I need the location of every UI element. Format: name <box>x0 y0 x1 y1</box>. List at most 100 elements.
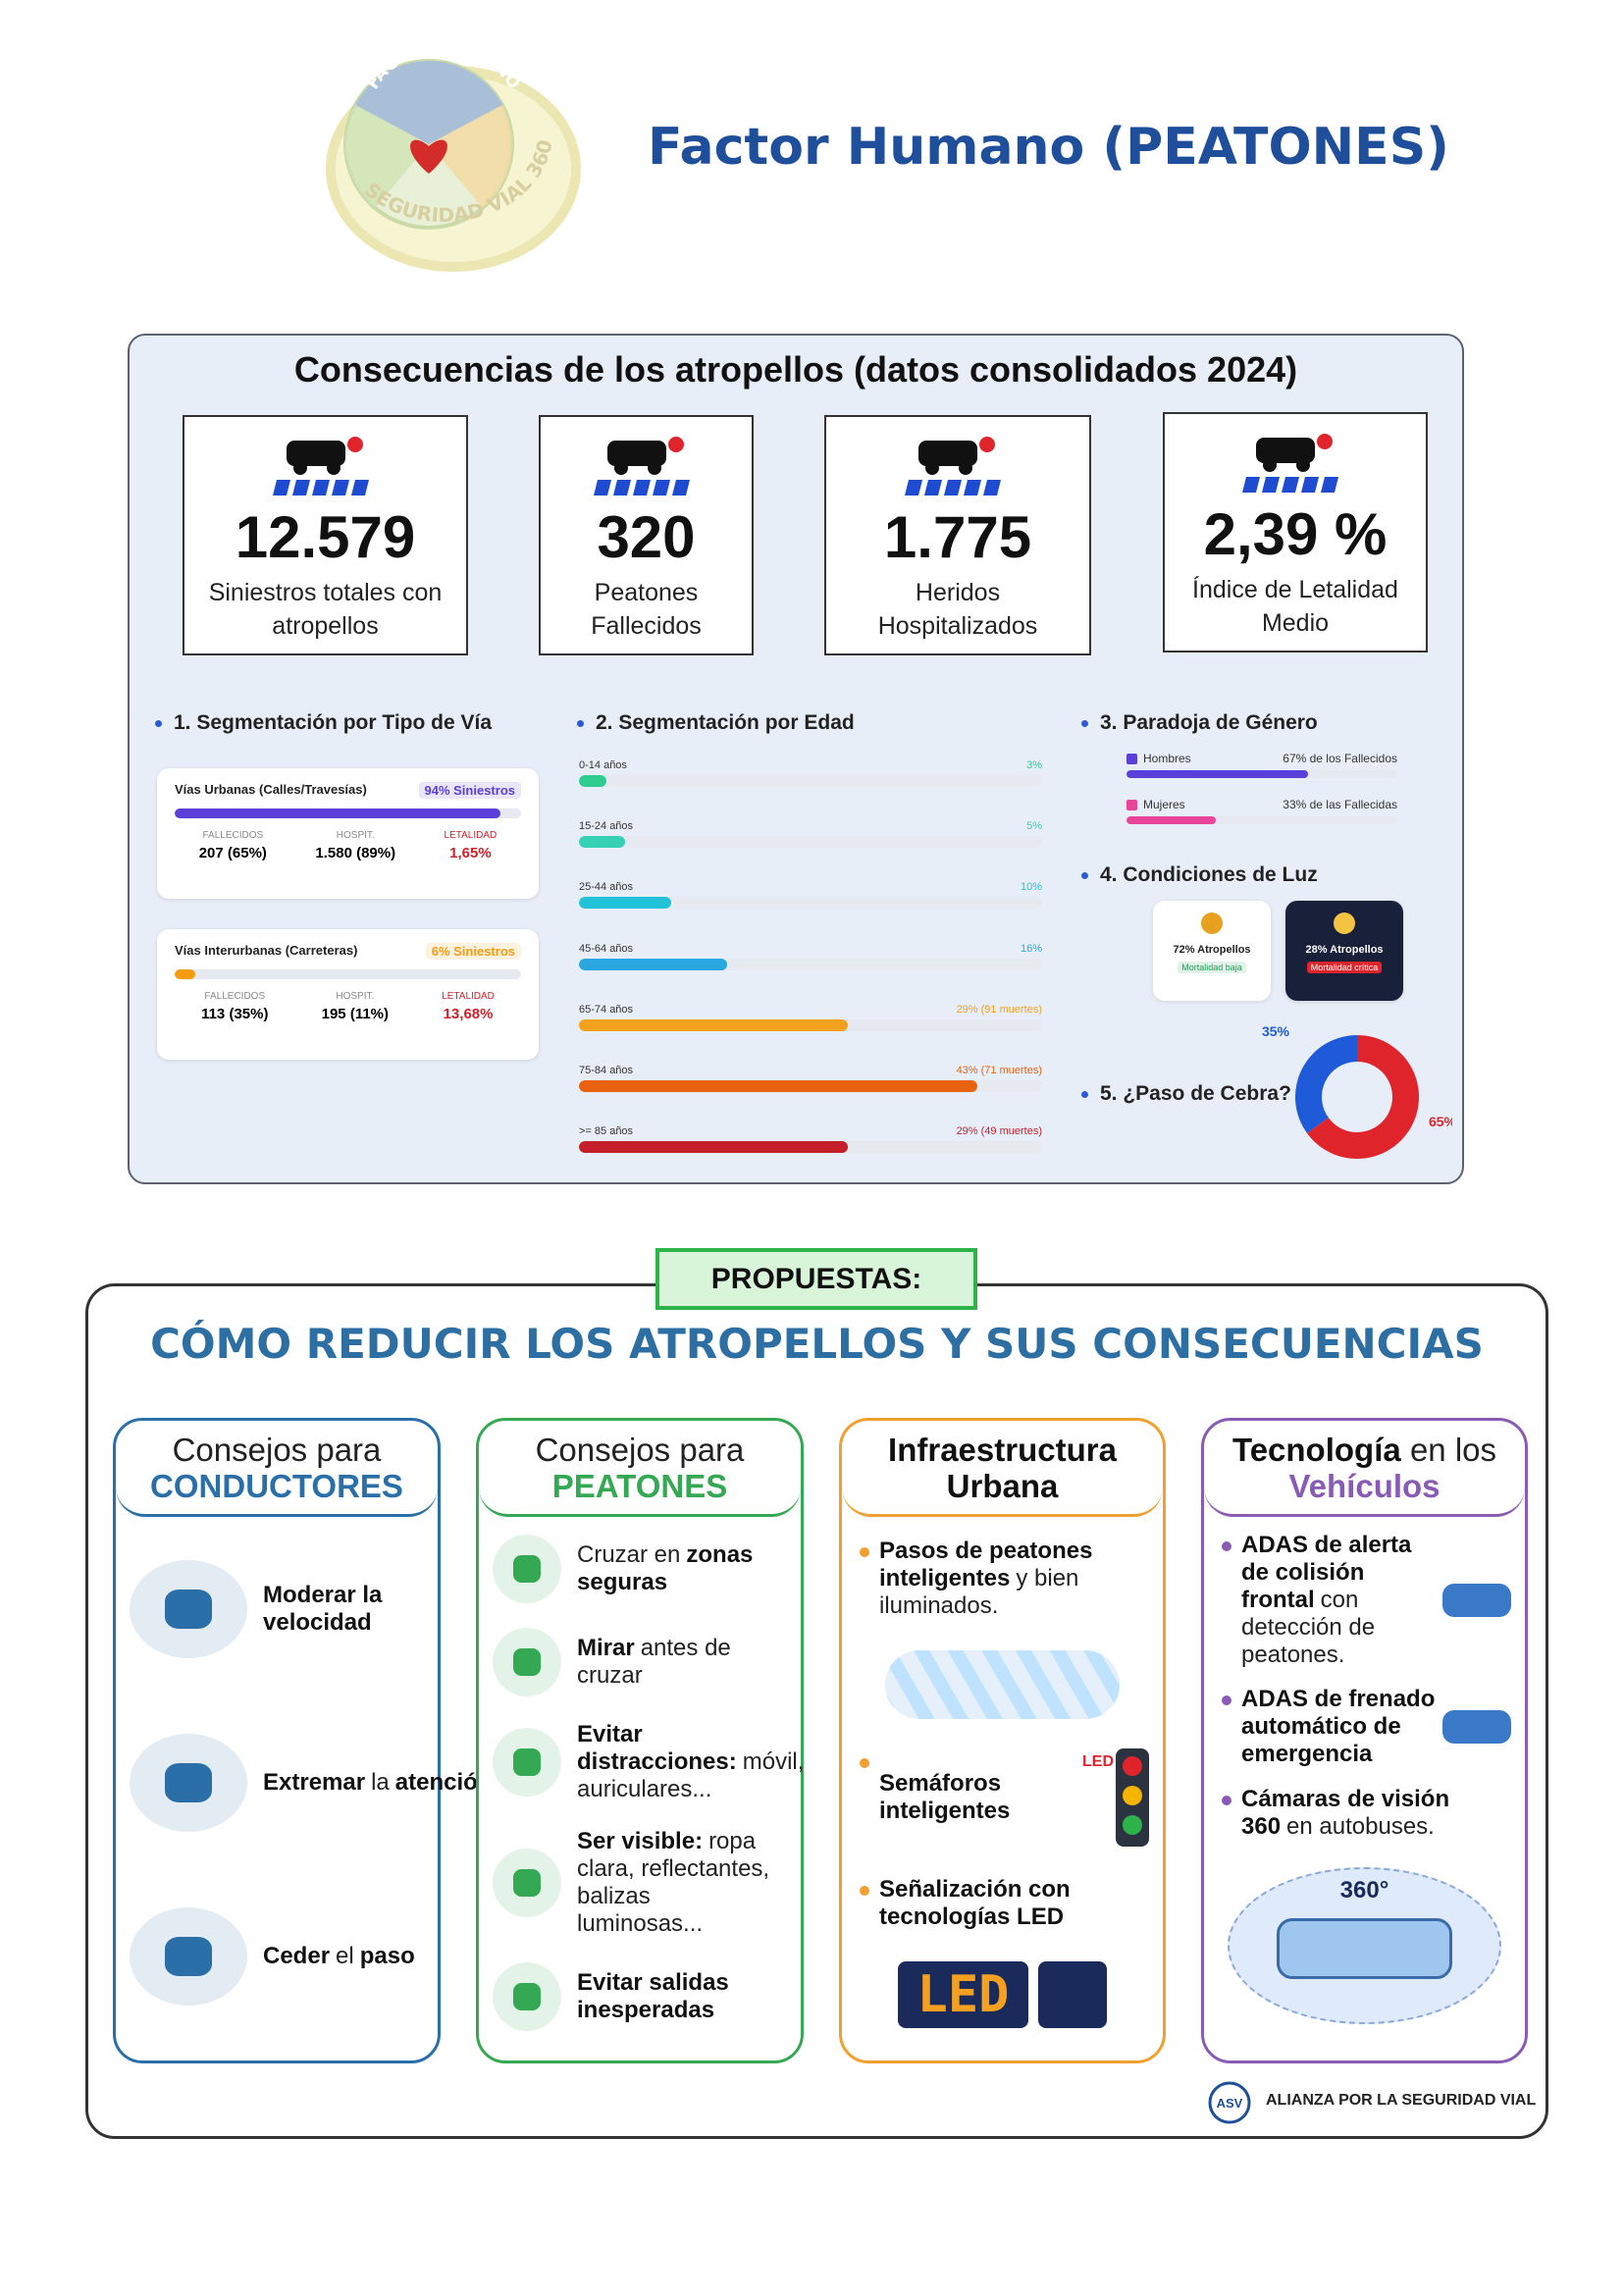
age-row: 45-64 años 16% <box>579 943 1042 970</box>
gender-value-label: 67% de los Fallecidos <box>1283 752 1397 765</box>
age-label: 15-24 años <box>579 820 634 833</box>
light-label: 72% Atropellos <box>1173 944 1251 956</box>
item-text-part: atención <box>394 1768 493 1796</box>
section-title: 1. Segmentación por Tipo de Vía <box>155 711 492 735</box>
age-bar <box>579 897 672 910</box>
proposal-item: ADAS de alerta de colisión frontal con de… <box>1218 1532 1511 1669</box>
proposal-item: Pasos de peatones inteligentes y bien ilu… <box>856 1538 1149 1620</box>
age-row: 25-44 años 10% <box>579 881 1042 910</box>
icon-stripe <box>593 480 611 496</box>
age-row: 65-74 años 29% (91 muertes) <box>579 1004 1042 1031</box>
icon-wheel <box>1296 458 1310 472</box>
metric-label: FALLECIDOS <box>202 830 264 841</box>
item-text-part: paso <box>359 1942 415 1969</box>
icon-wheel <box>959 461 972 475</box>
metric-label: HOSPIT. <box>336 830 375 841</box>
age-value-label: 29% (91 muertes) <box>956 1003 1042 1016</box>
gender-track <box>1126 816 1397 824</box>
item-text: Mirar antes de cruzar <box>577 1635 787 1690</box>
heading-part: Consejos para <box>172 1431 382 1468</box>
road-track <box>175 808 521 818</box>
gender-icon <box>1126 754 1137 765</box>
road-name: Vías Interurbanas (Carreteras) <box>175 943 358 958</box>
age-value-label: 5% <box>1026 820 1042 833</box>
item-text-part: zonas seguras <box>577 1541 754 1596</box>
lamp <box>1123 1785 1142 1805</box>
age-bar <box>579 836 626 849</box>
footer-text: ALIANZA POR LA SEGURIDAD VIAL <box>1266 2092 1537 2109</box>
item-text: Ceder el paso <box>263 1943 424 1970</box>
road-share: 94% Siniestros <box>418 782 521 799</box>
item-bullet <box>860 1757 869 1768</box>
item-text: Extremar la atención <box>263 1769 498 1797</box>
age-row-header: 65-74 años 29% (91 muertes) <box>579 1004 1042 1016</box>
item-text-part: Cruzar en <box>577 1541 681 1569</box>
icon-car <box>1256 438 1315 463</box>
metric: HOSPIT. 195 (11%) <box>322 991 389 1022</box>
item-icon <box>130 1560 247 1659</box>
car-icon <box>1442 1710 1511 1745</box>
column-heading: Tecnología en los Vehículos <box>1204 1421 1525 1517</box>
item-bullet <box>860 1886 869 1897</box>
item-text-part: Extremar <box>263 1768 366 1796</box>
age-label: 75-84 años <box>579 1065 634 1076</box>
metric-value: 113 (35%) <box>201 1006 269 1022</box>
age-value-label: 43% (71 muertes) <box>956 1065 1042 1076</box>
age-value-label: 29% (49 muertes) <box>956 1125 1042 1138</box>
item-text-part: Moderar la velocidad <box>263 1582 383 1637</box>
age-label: 45-64 años <box>579 942 634 955</box>
donut-slice <box>1307 1035 1419 1159</box>
icon-stripe <box>1242 477 1260 493</box>
icon-stripe <box>964 480 981 496</box>
road-card-header: Vías Interurbanas (Carreteras) 6% Siniest… <box>175 943 521 960</box>
gender-row: Mujeres 33% de las Fallecidas <box>1126 798 1397 824</box>
lamp <box>1123 1814 1142 1835</box>
proposal-item: ADAS de frenado automático de emergencia <box>1218 1686 1511 1768</box>
item-text-part: Mirar <box>577 1635 635 1662</box>
metric-value: 1,65% <box>449 845 492 861</box>
age-label: 0-14 años <box>579 759 627 771</box>
column-body: Cruzar en zonas seguras Mirar antes de cruz… <box>479 1517 804 2049</box>
road-share: 6% Siniestros <box>425 943 521 960</box>
age-row-header: 45-64 años 16% <box>579 943 1042 955</box>
road-card-header: Vías Urbanas (Calles/Travesías) 94% Sinie… <box>175 782 521 799</box>
age-value-label: 10% <box>1020 881 1042 894</box>
item-text-part: la <box>371 1768 390 1796</box>
proposal-item: Cámaras de visión 360 en autobuses. <box>1218 1786 1511 1841</box>
item-icon <box>493 1727 561 1797</box>
age-track <box>579 1141 1042 1154</box>
age-track <box>579 1018 1042 1031</box>
item-text: Semáforos inteligentes <box>879 1770 1092 1825</box>
road-card: Vías Urbanas (Calles/Travesías) 94% Sinie… <box>157 768 539 899</box>
light-note: Mortalidad baja <box>1178 962 1246 973</box>
item-text: Moderar la velocidad <box>263 1582 424 1637</box>
age-row-header: >= 85 años 29% (49 muertes) <box>579 1125 1042 1137</box>
stat-value: 320 <box>597 504 696 570</box>
icon-impact <box>979 437 995 452</box>
item-icon-figure <box>513 1982 541 2010</box>
stat-icon <box>905 437 1001 496</box>
proposal-column: Consejos para CONDUCTORES Moderar la veloc… <box>113 1418 492 2063</box>
diagram-label: 360° <box>1339 1877 1389 1904</box>
donut-label: 35% <box>1262 1023 1290 1039</box>
light-icon <box>1334 913 1355 934</box>
lamp <box>1123 1755 1142 1776</box>
age-bar <box>579 775 607 787</box>
gender-row: Hombres 67% de los Fallecidos <box>1126 752 1397 778</box>
age-label: 65-74 años <box>579 1003 634 1016</box>
icon-impact <box>667 437 684 452</box>
icon-stripe <box>1301 477 1319 493</box>
gender-bar <box>1126 770 1308 778</box>
heading-part: PEATONES <box>551 1467 728 1504</box>
icon-wheel <box>925 461 939 475</box>
age-track <box>579 958 1042 970</box>
item-bullet <box>860 1547 869 1558</box>
road-track <box>175 969 521 979</box>
icon-car <box>918 441 977 466</box>
item-text: ADAS de frenado automático de emergencia <box>1241 1686 1437 1768</box>
age-track <box>579 836 1042 849</box>
road-name: Vías Urbanas (Calles/Travesías) <box>175 782 367 797</box>
gender-bar <box>1126 816 1217 824</box>
item-text-part: Evitar distracciones: <box>577 1720 737 1775</box>
